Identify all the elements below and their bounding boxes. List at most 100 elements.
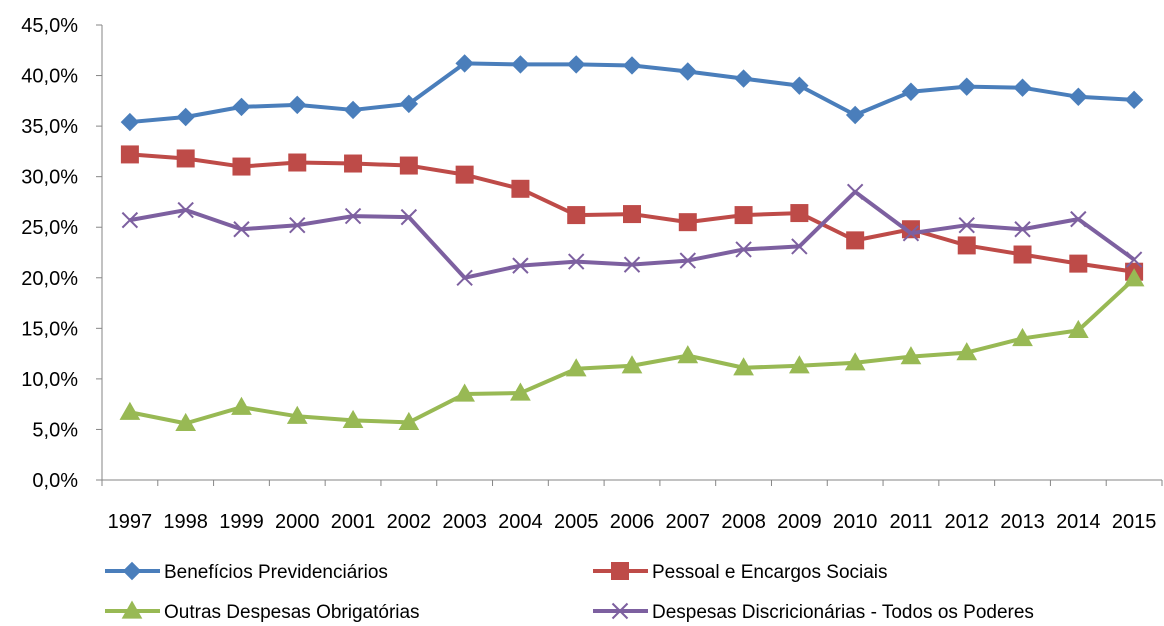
legend-label: Outras Despesas Obrigatórias	[164, 602, 420, 623]
data-point	[175, 412, 197, 432]
data-point	[1013, 245, 1032, 264]
data-point	[511, 179, 530, 198]
legend-item-3: Outras Despesas Obrigatórias	[105, 600, 420, 623]
legend-item-4: Despesas Discricionárias - Todos os Pode…	[593, 602, 1034, 623]
data-point	[733, 357, 754, 376]
series-3	[119, 268, 1145, 432]
data-point	[845, 105, 865, 125]
y-tick-label: 20,0%	[21, 268, 78, 290]
data-point	[1013, 78, 1032, 97]
x-tick-label: 2012	[944, 511, 989, 533]
legend-marker	[122, 561, 142, 581]
y-tick-label: 25,0%	[21, 217, 78, 239]
data-point	[342, 409, 364, 428]
x-tick-label: 2000	[275, 511, 320, 533]
x-tick-label: 2007	[666, 511, 711, 533]
x-tick-label: 2009	[777, 511, 822, 533]
y-tick-label: 30,0%	[21, 167, 78, 189]
x-tick-label: 2013	[1000, 511, 1045, 533]
data-point	[902, 225, 920, 242]
data-point	[119, 401, 141, 420]
data-point	[957, 236, 976, 255]
data-point	[1125, 251, 1143, 268]
x-tick-label: 2002	[387, 511, 432, 533]
data-point	[177, 201, 194, 219]
x-tick-label: 2010	[833, 511, 878, 533]
x-tick-label: 2014	[1056, 511, 1101, 533]
data-point	[958, 216, 975, 234]
data-point	[900, 346, 922, 365]
x-tick-label: 2001	[331, 511, 376, 533]
data-point	[176, 149, 195, 168]
y-tick-label: 10,0%	[21, 369, 78, 391]
series-4	[121, 183, 1143, 286]
x-tick-label: 2015	[1112, 511, 1157, 533]
legend-marker	[121, 600, 143, 619]
data-point	[568, 253, 585, 270]
data-point	[1069, 87, 1088, 106]
data-point	[1067, 319, 1089, 338]
data-point	[344, 207, 362, 225]
data-point	[1012, 327, 1033, 347]
data-point	[286, 405, 308, 424]
legend-marker	[611, 602, 629, 620]
data-point	[901, 82, 921, 101]
legend-item-1: Benefícios Previdenciários	[105, 561, 388, 583]
data-point	[734, 206, 753, 225]
data-point	[677, 345, 699, 364]
data-point	[623, 256, 641, 273]
data-point	[233, 221, 250, 238]
legend: Benefícios Previdenciários Pessoal e Enca…	[105, 561, 1034, 623]
series-line	[129, 277, 1136, 426]
data-point	[956, 342, 978, 361]
y-tick-label: 5,0%	[32, 419, 78, 441]
series-layer	[119, 54, 1145, 432]
legend-marker	[611, 562, 629, 580]
data-point	[120, 145, 139, 164]
data-point	[344, 154, 363, 173]
data-point	[121, 211, 139, 229]
data-point	[399, 94, 419, 114]
data-point	[678, 213, 697, 232]
data-point	[622, 56, 642, 75]
data-point	[456, 269, 473, 286]
x-tick-label: 2011	[889, 511, 932, 533]
data-point	[232, 97, 251, 117]
data-point	[789, 355, 810, 374]
data-point	[289, 216, 306, 234]
legend-item-2: Pessoal e Encargos Sociais	[593, 562, 888, 583]
legend-label: Pessoal e Encargos Sociais	[652, 562, 888, 583]
data-point	[455, 54, 474, 73]
y-tick-label: 45,0%	[21, 15, 78, 37]
data-point	[1070, 210, 1087, 228]
data-point	[288, 95, 307, 115]
x-tick-label: 2003	[442, 511, 487, 533]
y-tick-label: 15,0%	[21, 318, 78, 340]
data-point	[232, 157, 251, 176]
data-point	[567, 55, 586, 74]
axes-layer: 0,0% 5,0% 10,0% 15,0% 20,0% 25,0% 30,0% 35,0% 40…	[21, 15, 1163, 533]
data-point	[790, 204, 809, 223]
x-tick-label: 2004	[498, 511, 543, 533]
data-point	[791, 238, 808, 255]
x-tick-label: 2005	[554, 511, 599, 533]
data-point	[398, 411, 420, 430]
data-point	[565, 358, 587, 377]
data-point	[510, 382, 531, 401]
data-point	[1014, 221, 1031, 238]
data-point	[1124, 90, 1144, 110]
x-tick-label: 1998	[163, 511, 208, 533]
series-1	[120, 54, 1144, 132]
data-point	[120, 112, 140, 132]
data-point	[511, 55, 530, 74]
data-point	[343, 100, 363, 120]
data-point	[399, 156, 418, 175]
x-tick-label: 2008	[721, 511, 766, 533]
data-point	[176, 107, 195, 127]
data-point	[1069, 254, 1088, 273]
legend-label: Despesas Discricionárias - Todos os Pode…	[652, 602, 1034, 623]
series-2	[120, 145, 1144, 281]
y-tick-label: 35,0%	[21, 116, 78, 138]
